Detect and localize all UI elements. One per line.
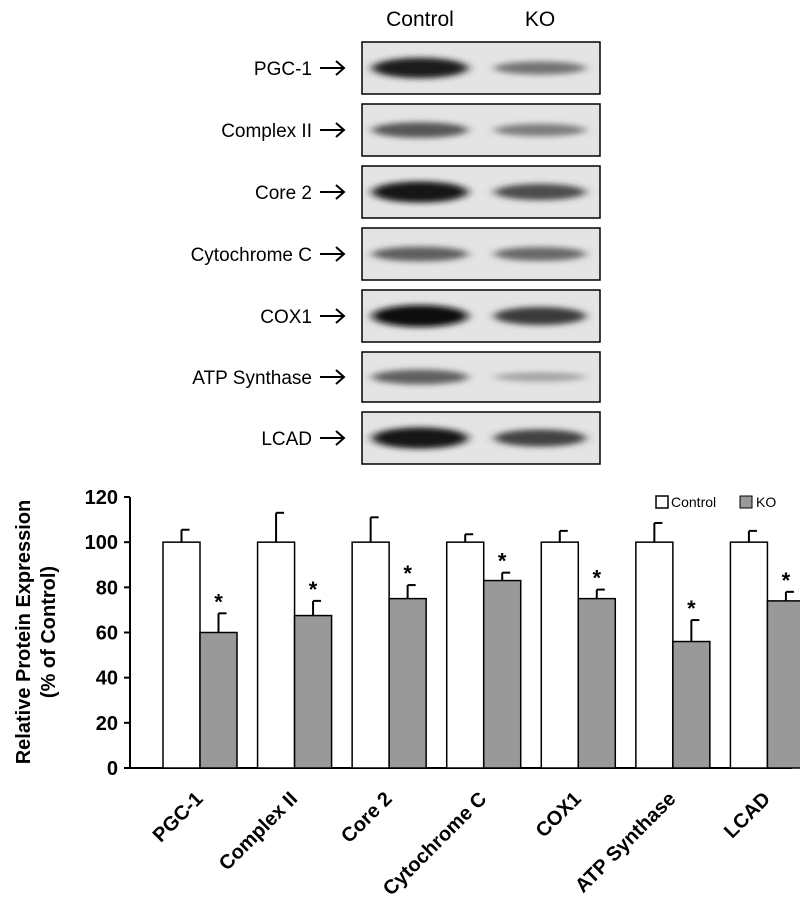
blot-band-control — [372, 57, 468, 79]
blot-band-control — [372, 369, 468, 385]
bar-ko — [766, 600, 800, 769]
bar-control — [256, 541, 296, 769]
y-tick-label: 20 — [96, 713, 118, 735]
blot-band-ko — [494, 123, 586, 137]
blot-band-ko — [494, 247, 586, 261]
blot-band-ko — [494, 429, 586, 447]
arrow-head-icon — [335, 369, 346, 385]
legend-label-ko: KO — [756, 494, 776, 510]
significance-marker: * — [214, 589, 223, 614]
blot-band-control — [372, 181, 468, 203]
bar-control — [729, 541, 769, 769]
blot-band-control — [372, 246, 468, 262]
bar-control — [445, 541, 485, 769]
arrow-head-icon — [335, 122, 346, 138]
arrow-head-icon — [335, 246, 346, 262]
arrow-head-icon — [335, 184, 346, 200]
x-tick-label: PGC-1 — [149, 788, 208, 847]
blot-row-label: PGC-1 — [254, 59, 312, 80]
bar-control — [351, 541, 390, 769]
arrow-head-icon — [335, 60, 346, 76]
blot-band-ko — [494, 61, 586, 75]
y-tick-label: 60 — [96, 623, 118, 645]
arrow-head-icon — [335, 430, 346, 446]
x-tick-label: Core 2 — [337, 788, 397, 848]
y-tick-label: 0 — [107, 758, 118, 780]
x-tick-label: Complex II — [215, 788, 302, 875]
blot-row-label: Complex II — [221, 121, 312, 142]
western-blot-panel: Control KO PGC-1 Complex II Core 2 Cytochrome… — [191, 8, 601, 465]
blot-column-label: Control — [386, 8, 454, 31]
arrow-head-icon — [335, 308, 346, 324]
significance-marker: * — [498, 549, 507, 574]
blot-band-ko — [494, 372, 586, 382]
y-tick-label: 80 — [96, 577, 118, 599]
bar-ko — [388, 597, 427, 769]
blot-column-label: KO — [525, 8, 555, 31]
significance-marker: * — [687, 596, 696, 621]
bar-ko — [199, 631, 238, 769]
x-tick-label: COX1 — [532, 788, 586, 842]
bar-ko — [577, 597, 617, 769]
significance-marker: * — [309, 577, 318, 602]
y-tick-label: 120 — [85, 487, 118, 509]
significance-marker: * — [403, 561, 412, 586]
blot-row-label: LCAD — [261, 429, 312, 450]
y-axis-title-line1: Relative Protein Expression — [13, 500, 35, 765]
y-tick-label: 100 — [85, 532, 118, 554]
significance-marker: * — [782, 568, 791, 593]
bar-ko — [672, 640, 711, 769]
legend-swatch-control — [655, 495, 669, 509]
legend-swatch-ko — [739, 495, 753, 509]
blot-band-ko — [494, 183, 586, 201]
y-tick-label: 40 — [96, 668, 118, 690]
bar-control — [635, 541, 674, 769]
bar-control — [162, 541, 201, 769]
significance-marker: * — [593, 566, 602, 591]
bar-control — [540, 541, 580, 769]
x-tick-label: LCAD — [720, 788, 775, 843]
blot-band-ko — [494, 307, 586, 325]
blot-row-label: COX1 — [260, 307, 312, 328]
x-tick-label: ATP Synthase — [571, 788, 680, 897]
blot-row-label: Core 2 — [255, 183, 312, 204]
bar-ko — [293, 614, 333, 769]
blot-band-control — [372, 305, 468, 327]
blot-band-control — [372, 427, 468, 449]
legend-label-control: Control — [671, 494, 716, 510]
blot-row-label: Cytochrome C — [191, 245, 312, 266]
blot-band-control — [372, 122, 468, 138]
blot-row-label: ATP Synthase — [192, 368, 312, 389]
x-tick-label: Cytochrome C — [379, 788, 491, 900]
bar-ko — [482, 579, 522, 769]
y-axis-title-line2: (% of Control) — [38, 566, 60, 698]
